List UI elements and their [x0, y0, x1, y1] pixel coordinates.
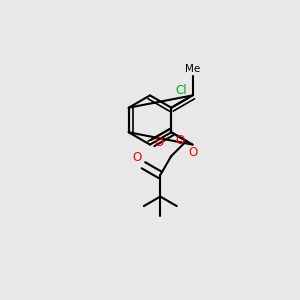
Text: Cl: Cl — [175, 84, 187, 97]
Text: O: O — [132, 151, 142, 164]
Text: O: O — [154, 136, 164, 149]
Text: Me: Me — [185, 64, 200, 74]
Text: O: O — [189, 146, 198, 158]
Text: O: O — [175, 134, 184, 147]
